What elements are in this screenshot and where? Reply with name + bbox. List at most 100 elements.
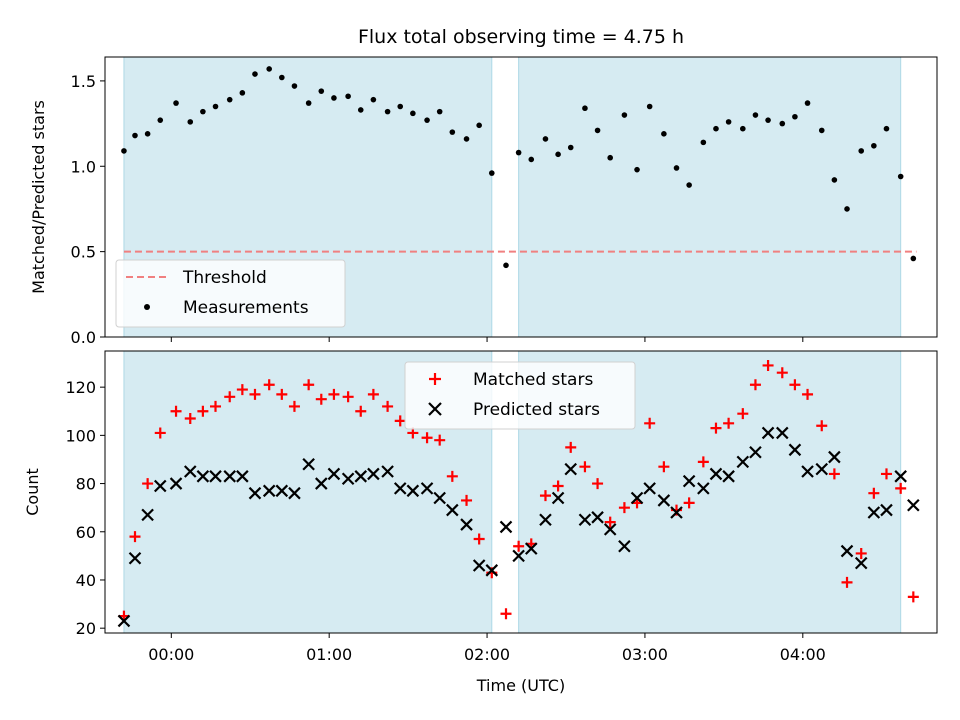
measurement-point xyxy=(384,108,391,115)
matched-star-marker xyxy=(802,388,814,400)
measurement-point xyxy=(779,120,786,127)
bottom-xtick-label: 04:00 xyxy=(780,645,826,664)
measurement-point xyxy=(673,165,680,171)
predicted-star-marker xyxy=(499,520,513,534)
matched-star-marker xyxy=(184,412,196,424)
matched-star-marker xyxy=(394,415,406,427)
predicted-star-marker xyxy=(433,491,446,505)
matched-star-marker xyxy=(249,388,261,400)
matched-star-marker xyxy=(276,388,288,400)
measurement-point xyxy=(157,117,164,123)
measurement-point xyxy=(818,127,825,134)
legend-matched-swatch xyxy=(429,373,441,385)
measurement-point xyxy=(910,255,917,262)
predicted-star-marker xyxy=(485,564,499,577)
matched-star-marker xyxy=(170,405,182,417)
matched-star-marker xyxy=(288,400,300,412)
measurement-point xyxy=(528,156,535,163)
legend-threshold-label: Threshold xyxy=(182,268,267,288)
matched-star-marker xyxy=(473,533,485,545)
predicted-star-marker xyxy=(894,470,907,483)
predicted-star-marker xyxy=(657,494,671,507)
matched-star-marker xyxy=(658,461,670,473)
matched-star-marker xyxy=(816,420,828,432)
measurement-point xyxy=(503,262,509,269)
legend-predicted-label: Predicted stars xyxy=(473,400,600,420)
matched-star-marker xyxy=(737,408,749,420)
matched-star-marker xyxy=(382,400,394,412)
predicted-star-marker xyxy=(169,477,183,490)
matched-star-marker xyxy=(129,531,141,543)
predicted-star-marker xyxy=(196,470,210,483)
measurement-point xyxy=(804,100,811,106)
predicted-star-marker xyxy=(327,467,341,481)
predicted-star-marker xyxy=(867,506,881,519)
predicted-star-marker xyxy=(341,472,355,486)
measurement-point xyxy=(144,131,151,137)
top-ytick-label: 0.5 xyxy=(71,243,96,262)
measurement-point xyxy=(883,125,890,132)
predicted-star-marker xyxy=(815,462,829,476)
matched-star-marker xyxy=(749,379,761,391)
bottom-axes: 20 40 60 80 100 120 00:00 01:00 02:00 03:00 04:00… xyxy=(23,350,938,695)
matched-star-marker xyxy=(907,591,919,603)
matched-star-marker xyxy=(855,547,867,559)
bottom-xtick-label: 03:00 xyxy=(622,645,668,664)
top-ytick-label: 1.0 xyxy=(71,157,96,176)
measurement-point xyxy=(239,90,246,96)
predicted-star-marker xyxy=(801,465,814,478)
predicted-star-marker xyxy=(630,491,644,505)
measurement-point xyxy=(844,206,850,212)
predicted-star-marker xyxy=(591,511,604,524)
bottom-xtick-label: 02:00 xyxy=(464,645,510,664)
bottom-ytick-label: 80 xyxy=(76,475,96,494)
top-axes: 0.0 0.5 1.0 1.5 Matched/Predicted stars Thr… xyxy=(29,56,938,347)
matched-star-marker xyxy=(236,384,248,396)
predicted-star-marker xyxy=(381,465,394,478)
measurement-point xyxy=(792,113,798,120)
measurement-point xyxy=(661,131,667,137)
bottom-xtick-label: 01:00 xyxy=(306,645,352,664)
matched-star-marker xyxy=(604,516,616,528)
measurement-point xyxy=(173,100,179,106)
measurement-point xyxy=(226,96,233,103)
matched-star-marker xyxy=(197,405,209,417)
measurement-point xyxy=(318,88,325,94)
matched-star-marker xyxy=(210,400,222,412)
bottom-legend: Matched stars Predicted stars xyxy=(404,361,636,430)
top-axes-frame xyxy=(104,56,938,338)
legend-measurements-label: Measurements xyxy=(183,298,309,318)
predicted-star-marker xyxy=(840,544,854,558)
matched-star-marker xyxy=(789,379,801,391)
measurement-point xyxy=(121,148,127,154)
matched-star-marker xyxy=(342,391,354,403)
measurement-point xyxy=(200,108,206,115)
matched-star-marker xyxy=(434,434,446,446)
bottom-x-axis-label: Time (UTC) xyxy=(476,676,565,695)
predicted-star-marker xyxy=(564,462,578,476)
top-ytick-label: 1.5 xyxy=(71,72,96,91)
top-x-ticks xyxy=(170,337,804,342)
bottom-ytick-label: 100 xyxy=(65,426,96,445)
bottom-y-axis-label: Count xyxy=(23,468,42,516)
predicted-star-marker xyxy=(578,513,592,526)
predicted-stars-markers xyxy=(117,426,920,628)
measurement-point xyxy=(449,129,456,135)
predicted-star-marker xyxy=(183,465,197,478)
top-y-axis-label: Matched/Predicted stars xyxy=(29,100,48,294)
matched-star-marker xyxy=(154,427,166,439)
measurement-point xyxy=(305,100,312,106)
measurement-point xyxy=(871,142,877,149)
measurement-point xyxy=(436,108,443,115)
matched-star-marker xyxy=(776,367,788,379)
predicted-star-marker xyxy=(446,503,459,517)
measurement-point xyxy=(700,139,707,146)
measurement-point xyxy=(686,182,692,188)
predicted-star-marker xyxy=(236,470,249,483)
measurement-point xyxy=(279,74,285,81)
matched-star-marker xyxy=(895,482,907,494)
legend-measurement-swatch xyxy=(144,304,150,310)
predicted-star-marker xyxy=(788,443,802,457)
matched-star-marker xyxy=(828,468,840,480)
bottom-x-ticks: 00:00 01:00 02:00 03:00 04:00 xyxy=(148,633,826,664)
